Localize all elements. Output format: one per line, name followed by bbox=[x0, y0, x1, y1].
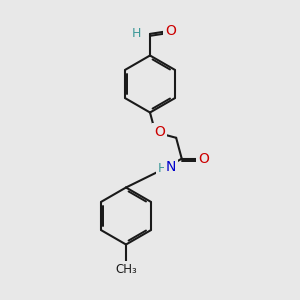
Text: CH₃: CH₃ bbox=[115, 263, 137, 276]
Text: H: H bbox=[132, 27, 141, 40]
Text: O: O bbox=[198, 152, 209, 166]
Text: O: O bbox=[154, 125, 165, 139]
Text: H: H bbox=[158, 162, 167, 175]
Text: N: N bbox=[166, 160, 176, 174]
Text: O: O bbox=[166, 25, 176, 38]
